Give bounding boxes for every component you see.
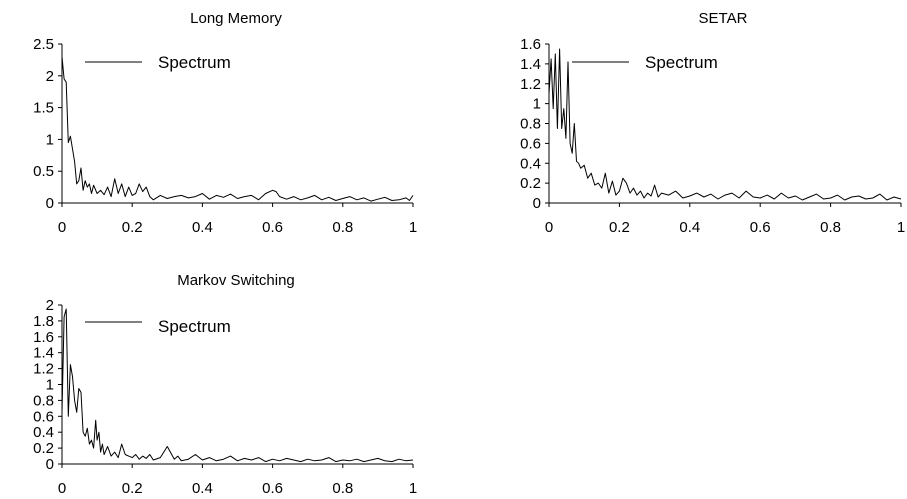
y-tick-label: 1.4 <box>33 345 54 362</box>
y-tick-label: 0.6 <box>520 135 541 152</box>
y-tick-label: 0.8 <box>520 116 541 133</box>
legend-label: Spectrum <box>158 53 231 72</box>
plot-area: 00.20.40.60.811.21.41.61.820 0.2 0.4 0.6 0.8… <box>33 297 417 497</box>
panel-long-memory: Long Memory 0 0.5 1 1.5 2 2.5 0 0.2 0.4 0.6 0.8 1 S… <box>33 10 417 236</box>
y-tick-label: 0.2 <box>520 175 541 192</box>
x-tick-label: 1 <box>409 480 417 497</box>
panel-setar: SETAR 00.20.40.60.811.21.41.60 0.2 0.4 0.6 0… <box>520 10 905 236</box>
y-tick-label: 1.4 <box>520 56 541 73</box>
y-tick-label: 1.2 <box>33 361 54 378</box>
y-tick-label: 1.6 <box>33 329 54 346</box>
series-line-spectrum <box>61 308 414 463</box>
y-tick-label: 0.8 <box>33 392 54 409</box>
x-tick-label: 0.4 <box>192 219 213 236</box>
axis-lines <box>548 44 901 204</box>
x-tick-label: 0 <box>58 219 66 236</box>
x-tick-label: 0.4 <box>192 480 213 497</box>
x-tick-label: 0.2 <box>609 219 630 236</box>
legend: Spectrum <box>85 317 231 336</box>
y-tick-label: 1.8 <box>33 313 54 330</box>
x-tick-label: 0.2 <box>122 219 143 236</box>
plot-area: 0 0.5 1 1.5 2 2.5 0 0.2 0.4 0.6 0.8 1 <box>33 36 417 236</box>
y-tick-label: 1.5 <box>33 100 54 117</box>
x-tick-label: 0.8 <box>332 480 353 497</box>
y-tick-label: 2 <box>46 68 54 85</box>
y-tick-label: 2 <box>46 297 54 314</box>
y-tick-label: 1 <box>533 96 541 113</box>
x-tick-label: 0 <box>545 219 553 236</box>
y-tick-label: 0 <box>46 195 54 212</box>
chart-title: Markov Switching <box>177 272 295 289</box>
legend-label: Spectrum <box>645 53 718 72</box>
y-tick-label: 1 <box>46 131 54 148</box>
x-tick-label: 0.8 <box>820 219 841 236</box>
legend: Spectrum <box>85 53 231 72</box>
y-tick-label: 1.2 <box>520 76 541 93</box>
y-tick-label: 0.4 <box>33 424 54 441</box>
y-tick-label: 2.5 <box>33 36 54 53</box>
x-tick-label: 0.6 <box>750 219 771 236</box>
y-tick-label: 1 <box>46 377 54 394</box>
chart-title: Long Memory <box>190 10 282 27</box>
x-tick-label: 0.6 <box>262 219 283 236</box>
panel-markov-switching: Markov Switching 00.20.40.60.811.21.41.6… <box>33 272 417 497</box>
series-line-spectrum <box>548 48 902 201</box>
x-tick-label: 1 <box>409 219 417 236</box>
y-tick-label: 0.4 <box>520 155 541 172</box>
legend: Spectrum <box>572 53 718 72</box>
axis-lines <box>61 305 413 465</box>
y-tick-label: 0 <box>533 195 541 212</box>
x-tick-label: 0.8 <box>332 219 353 236</box>
x-tick-label: 0 <box>58 480 66 497</box>
y-tick-label: 0.6 <box>33 408 54 425</box>
series-line-spectrum <box>61 56 414 202</box>
y-tick-label: 0 <box>46 456 54 473</box>
x-tick-label: 0.2 <box>122 480 143 497</box>
y-tick-label: 0.5 <box>33 163 54 180</box>
y-tick-label: 0.2 <box>33 440 54 457</box>
chart-title: SETAR <box>699 10 748 27</box>
y-tick-label: 1.6 <box>520 36 541 53</box>
legend-label: Spectrum <box>158 317 231 336</box>
x-tick-label: 0.6 <box>262 480 283 497</box>
x-tick-label: 1 <box>897 219 905 236</box>
x-tick-label: 0.4 <box>679 219 700 236</box>
plot-area: 0 0.2 0.4 0.6 0.8 1 1.2 1.4 1.6 0 0.2 0.4 0.6 0.8 1 <box>520 36 905 236</box>
